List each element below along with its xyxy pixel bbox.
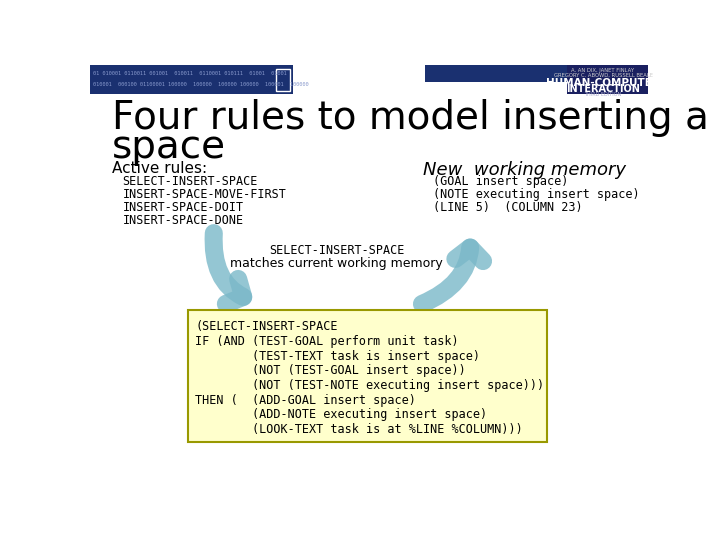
Text: (LOOK-TEXT task is at %LINE %COLUMN))): (LOOK-TEXT task is at %LINE %COLUMN))) xyxy=(195,423,523,436)
Text: INTERACTION: INTERACTION xyxy=(566,84,640,94)
Bar xyxy=(90,65,293,94)
FancyArrowPatch shape xyxy=(422,247,483,304)
Text: (SELECT-INSERT-SPACE: (SELECT-INSERT-SPACE xyxy=(195,320,338,333)
FancyBboxPatch shape xyxy=(188,309,547,442)
Text: Active rules:: Active rules: xyxy=(112,161,207,176)
Text: (NOT (TEST-NOTE executing insert space))): (NOT (TEST-NOTE executing insert space))… xyxy=(195,379,544,392)
Text: SELECT-INSERT-SPACE: SELECT-INSERT-SPACE xyxy=(269,244,404,257)
Text: INSERT-SPACE-MOVE-FIRST: INSERT-SPACE-MOVE-FIRST xyxy=(122,188,287,201)
Text: 01 010001 0110011 001001  010011  0110001 010111  01001  01001: 01 010001 0110011 001001 010011 0110001 … xyxy=(93,71,287,76)
Text: (ADD-NOTE executing insert space): (ADD-NOTE executing insert space) xyxy=(195,408,487,421)
Text: space: space xyxy=(112,128,226,166)
Text: (NOT (TEST-GOAL insert space)): (NOT (TEST-GOAL insert space)) xyxy=(195,364,466,377)
Text: (NOTE executing insert space): (NOTE executing insert space) xyxy=(433,188,639,201)
Text: New  working memory: New working memory xyxy=(423,161,626,179)
Bar xyxy=(425,65,567,82)
Text: Four rules to model inserting a: Four rules to model inserting a xyxy=(112,99,708,138)
Text: SELECT-INSERT-SPACE: SELECT-INSERT-SPACE xyxy=(122,175,258,188)
Text: IF (AND (TEST-GOAL perform unit task): IF (AND (TEST-GOAL perform unit task) xyxy=(195,335,459,348)
Text: (LINE 5)  (COLUMN 23): (LINE 5) (COLUMN 23) xyxy=(433,201,582,214)
Text: THIRD EDITION: THIRD EDITION xyxy=(585,92,621,97)
Text: INSERT-SPACE-DOIT: INSERT-SPACE-DOIT xyxy=(122,201,243,214)
Text: matches current working memory: matches current working memory xyxy=(230,256,443,269)
Text: (GOAL insert space): (GOAL insert space) xyxy=(433,175,568,188)
Text: INSERT-SPACE-DONE: INSERT-SPACE-DONE xyxy=(122,214,243,227)
Text: 010001  000100 01100001 100000  100000  100000 100000  100001  100000: 010001 000100 01100001 100000 100000 100… xyxy=(93,82,309,86)
Text: GREGORY C. ABOWD, RUSSELL BEALE: GREGORY C. ABOWD, RUSSELL BEALE xyxy=(554,73,652,78)
Bar xyxy=(567,65,648,94)
Text: THEN (  (ADD-GOAL insert space): THEN ( (ADD-GOAL insert space) xyxy=(195,394,416,407)
Text: A. AN DIX, JANET FINLAY: A. AN DIX, JANET FINLAY xyxy=(572,68,634,73)
FancyArrowPatch shape xyxy=(214,233,243,304)
Text: (TEST-TEXT task is insert space): (TEST-TEXT task is insert space) xyxy=(195,350,480,363)
Bar xyxy=(276,69,290,91)
Text: HUMAN-COMPUTER: HUMAN-COMPUTER xyxy=(546,78,660,87)
